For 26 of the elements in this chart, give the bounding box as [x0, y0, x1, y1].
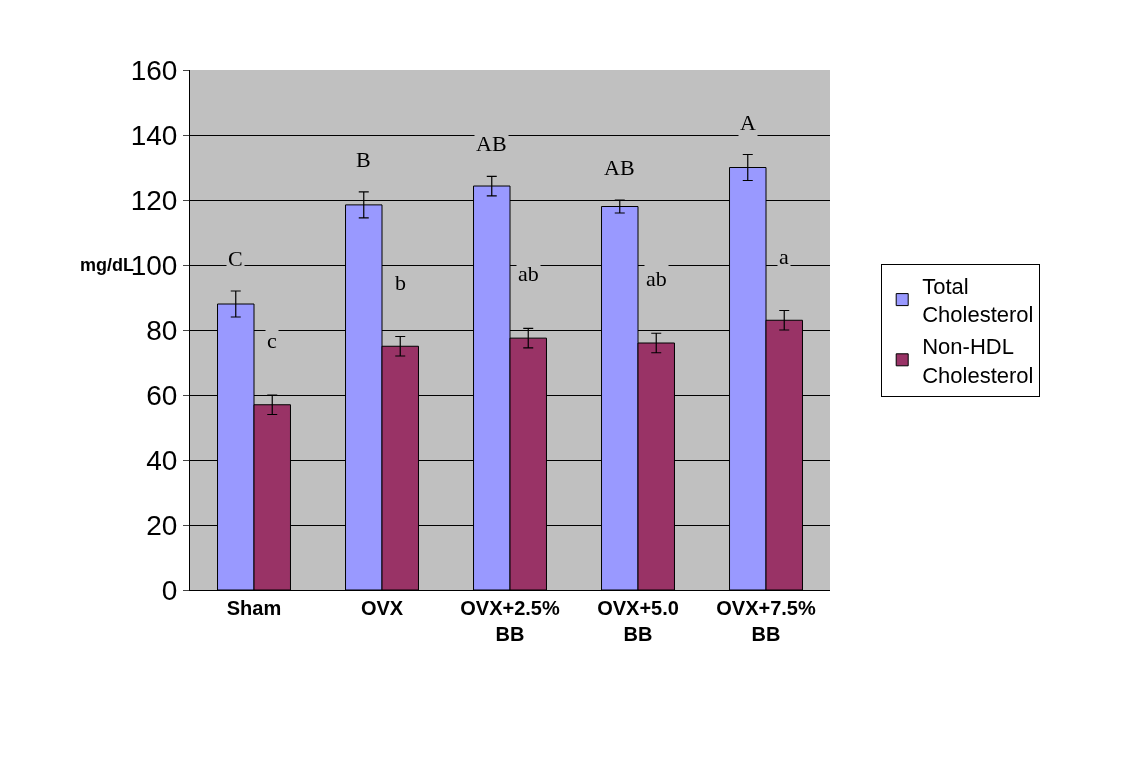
x-tick-label: OVX+7.5% BB — [716, 597, 816, 645]
x-tick-label: OVX — [360, 597, 404, 619]
annotation: c — [267, 328, 277, 353]
y-tick-label: 80 — [146, 314, 178, 346]
x-tick-label: Sham — [226, 597, 282, 619]
y-tick-label: 20 — [146, 509, 178, 541]
y-tick-label: 160 — [130, 54, 178, 86]
x-tick-label: OVX+5.0 BB — [597, 597, 679, 645]
y-axis-title: mg/dL — [80, 255, 134, 275]
x-tick-label: OVX+2.5% BB — [460, 597, 560, 645]
y-tick-label: 40 — [146, 444, 178, 476]
legend-label: Non-HDL Cholesterol — [922, 334, 1034, 388]
annotation: C — [228, 246, 243, 271]
legend-label: Total Cholesterol — [922, 273, 1034, 328]
annotation: AB — [604, 155, 635, 180]
y-tick-label: 120 — [130, 184, 178, 216]
annotation: a — [779, 244, 789, 269]
annotation: ab — [646, 266, 667, 291]
annotation: A — [740, 110, 756, 135]
annotation: ab — [518, 261, 539, 286]
annotation: AB — [476, 131, 507, 156]
y-tick-label: 140 — [130, 119, 178, 151]
y-tick-label: 0 — [161, 574, 178, 606]
annotation: B — [356, 147, 371, 172]
y-tick-label: 60 — [146, 379, 178, 411]
annotation: b — [395, 270, 406, 295]
